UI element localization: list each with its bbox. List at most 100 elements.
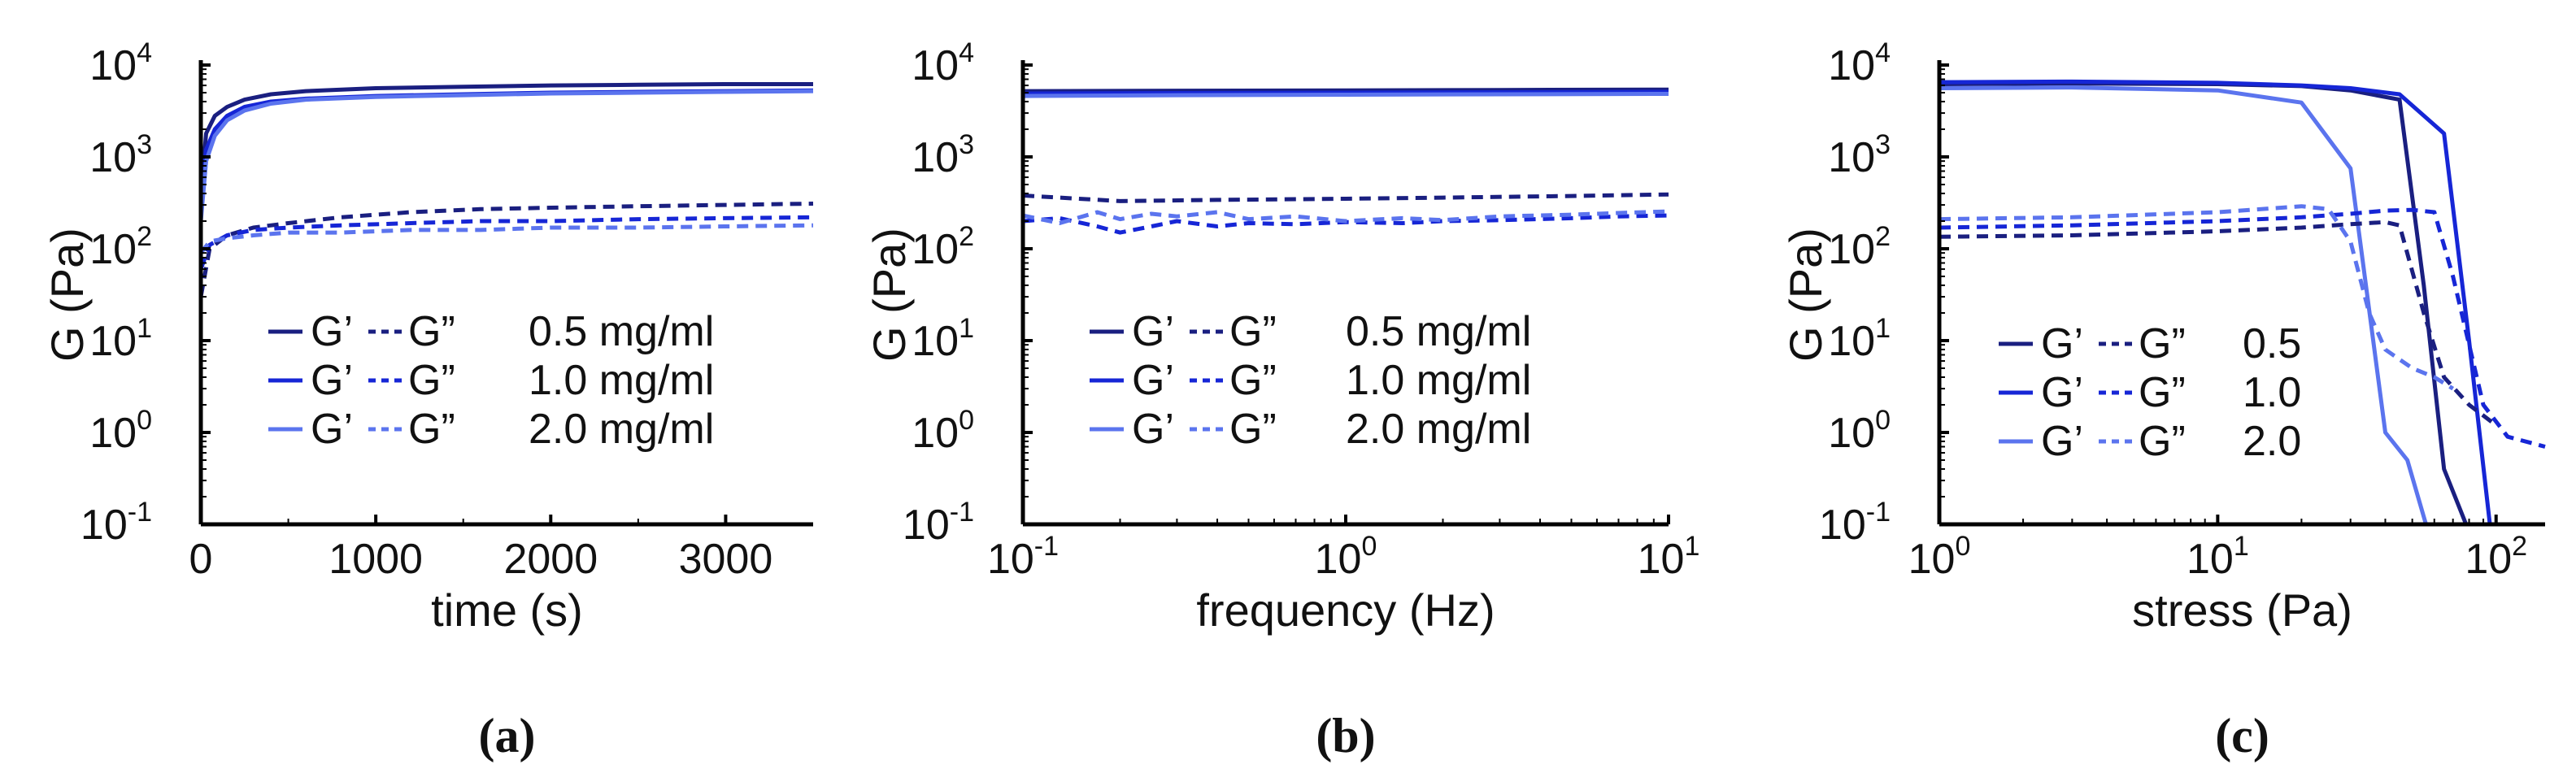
series-line-g2-c10 xyxy=(1023,213,1669,235)
x-tick-label-base: 10 xyxy=(2465,536,2512,583)
y-tick-label-base: 10 xyxy=(912,226,959,273)
series-line-g1-c10 xyxy=(201,88,814,206)
legend: G’ G” 0.5 mg/ml G’ G” 1.0 mg/ml G’ G” 2.0 mg/ml xyxy=(1090,308,1531,453)
y-tick-label-base: 10 xyxy=(912,42,959,89)
y-tick-label-exp: 1 xyxy=(137,313,152,344)
y-tick-label: 101 xyxy=(89,313,152,365)
series-line-g2-c05 xyxy=(201,202,814,298)
y-tick-label-base: 10 xyxy=(89,134,137,181)
x-tick-label-base: 10 xyxy=(1908,536,1956,583)
x-tick-label-exp: 2 xyxy=(2512,531,2527,562)
series-group xyxy=(1023,87,1669,235)
y-tick-label: 103 xyxy=(912,129,974,181)
y-tick-label-base: 10 xyxy=(912,134,959,181)
series-group xyxy=(201,82,814,298)
y-tick-label-base: 10 xyxy=(80,502,128,549)
legend-conc: 2.0 mg/ml xyxy=(529,406,714,453)
series-line-g2-c05 xyxy=(1023,192,1669,203)
legend-label-g1: G’ xyxy=(2041,320,2083,367)
y-tick-label-base: 10 xyxy=(1819,502,1866,549)
series-line-g1-c20 xyxy=(1023,92,1669,98)
legend-label-g2: G” xyxy=(408,406,455,453)
y-tick-label: 103 xyxy=(89,129,152,181)
legend-label-g2: G” xyxy=(1229,308,1277,355)
legend-conc: 0.5 xyxy=(2243,320,2301,367)
y-tick-label: 101 xyxy=(1828,313,1891,365)
y-tick-label: 104 xyxy=(1828,37,1891,89)
series-line-g2-c05 xyxy=(1939,219,2498,428)
y-tick-label-exp: 0 xyxy=(1875,405,1891,436)
y-tick-label-base: 10 xyxy=(1828,226,1875,273)
legend-label-g1: G’ xyxy=(311,406,353,453)
legend-label-g2: G” xyxy=(2139,320,2186,367)
x-axis-title: stress (Pa) xyxy=(2132,584,2352,636)
x-tick-label: 2000 xyxy=(503,536,598,583)
y-tick-label-exp: 2 xyxy=(137,221,152,252)
y-tick-label: 10-1 xyxy=(80,497,152,549)
y-tick-label-exp: 3 xyxy=(1875,129,1891,160)
x-tick-label-base: 10 xyxy=(1315,536,1362,583)
y-tick-label-exp: -1 xyxy=(950,497,974,528)
y-tick-label-exp: -1 xyxy=(1866,497,1891,528)
legend-conc: 2.0 xyxy=(2243,418,2301,465)
y-tick-label-base: 10 xyxy=(89,42,137,89)
y-tick-label-exp: 3 xyxy=(959,129,974,160)
series-line-g1-c05 xyxy=(201,82,813,194)
y-tick-label-base: 10 xyxy=(89,318,137,365)
y-tick-label: 10-1 xyxy=(903,497,974,549)
series-line-g1-c10 xyxy=(1939,79,2492,524)
y-tick-label-base: 10 xyxy=(89,410,137,457)
x-tick-label-exp: 1 xyxy=(2234,531,2249,562)
legend-label-g1: G’ xyxy=(311,308,353,355)
legend-conc: 1.0 mg/ml xyxy=(529,357,714,404)
y-tick-label-exp: 2 xyxy=(959,221,974,252)
y-axis-title: G (Pa) xyxy=(41,228,93,362)
y-tick-label-base: 10 xyxy=(1828,42,1875,89)
y-tick-label-exp: 0 xyxy=(137,405,152,436)
y-tick-label-exp: 2 xyxy=(1875,221,1891,252)
x-tick-label: 101 xyxy=(1638,531,1700,583)
y-axis-title: G (Pa) xyxy=(864,228,915,362)
x-tick-label: 100 xyxy=(1315,531,1377,583)
y-tick-label: 104 xyxy=(912,37,974,89)
y-tick-label: 102 xyxy=(1828,221,1891,273)
y-tick-label-base: 10 xyxy=(1828,318,1875,365)
legend-label-g2: G” xyxy=(2139,418,2186,465)
x-tick-label-exp: 0 xyxy=(1361,531,1377,562)
y-tick-label-exp: 1 xyxy=(1875,313,1891,344)
y-tick-label-exp: 4 xyxy=(137,37,152,68)
panel-label: (b) xyxy=(1316,709,1375,762)
y-tick-label-exp: 3 xyxy=(137,129,152,160)
x-tick-label: 3000 xyxy=(679,536,773,583)
y-tick-label-exp: 0 xyxy=(959,405,974,436)
legend-label-g1: G’ xyxy=(311,357,353,404)
x-tick-label: 101 xyxy=(2187,531,2249,583)
x-tick-label: 102 xyxy=(2465,531,2527,583)
y-tick-label-base: 10 xyxy=(903,502,950,549)
series-group xyxy=(1939,79,2546,524)
y-tick-label: 101 xyxy=(912,313,974,365)
y-tick-label-base: 10 xyxy=(912,318,959,365)
x-tick-label-exp: 1 xyxy=(1684,531,1699,562)
legend-label-g1: G’ xyxy=(2041,418,2083,465)
x-tick-label: 100 xyxy=(1908,531,1971,583)
series-line-g1-c20 xyxy=(1939,85,2428,524)
series-line-g2-c20 xyxy=(201,223,814,254)
legend: G’ G” 0.5 G’ G” 1.0 G’ G” 2.0 xyxy=(1999,320,2301,465)
y-tick-label-base: 10 xyxy=(912,410,959,457)
legend-conc: 0.5 mg/ml xyxy=(529,308,714,355)
series-line-g2-c20 xyxy=(1939,204,2455,391)
panel-label: (a) xyxy=(479,709,536,762)
panel-label: (c) xyxy=(2215,709,2269,762)
x-tick-label-base: 10 xyxy=(2187,536,2234,583)
x-axis-title: time (s) xyxy=(431,584,583,636)
series-line-g2-c20 xyxy=(1023,209,1669,225)
legend-label-g2: G” xyxy=(2139,369,2186,416)
legend-conc: 1.0 xyxy=(2243,369,2301,416)
legend-label-g1: G’ xyxy=(2041,369,2083,416)
x-tick-label-base: 10 xyxy=(1638,536,1685,583)
legend-conc: 0.5 mg/ml xyxy=(1346,308,1531,355)
